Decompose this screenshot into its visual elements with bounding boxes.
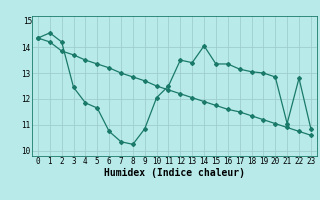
Text: 15: 15	[23, 17, 32, 26]
X-axis label: Humidex (Indice chaleur): Humidex (Indice chaleur)	[104, 168, 245, 178]
